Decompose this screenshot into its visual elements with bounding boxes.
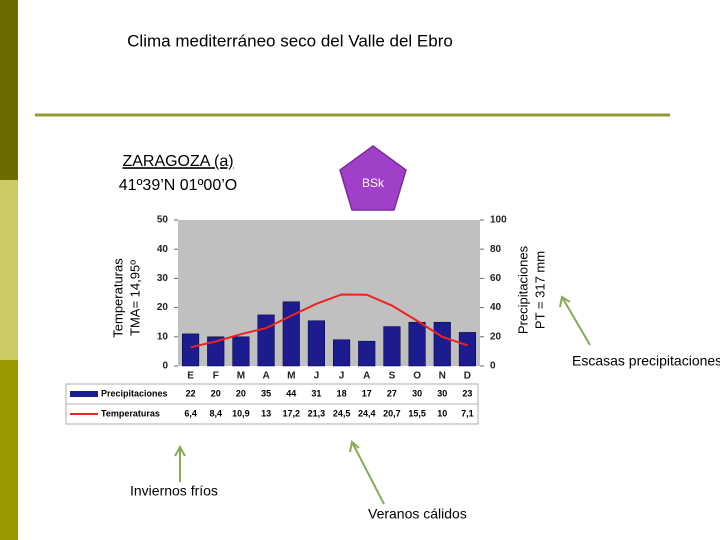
table-cell: 22 (186, 388, 196, 398)
table-cell: 10 (437, 408, 447, 418)
x-tick-label: A (262, 371, 269, 382)
bar (257, 314, 275, 367)
table-cell: 20 (236, 388, 246, 398)
table-cell: 17 (362, 388, 372, 398)
table-cell: 30 (437, 388, 447, 398)
table-cell: 35 (261, 388, 271, 398)
x-tick-label: E (187, 371, 194, 382)
y2-tick-label: 0 (490, 361, 496, 372)
x-tick-label: N (439, 371, 446, 382)
y2-tick-label: 100 (490, 215, 507, 226)
bar (307, 320, 325, 367)
x-tick-label: J (339, 371, 345, 382)
x-tick-label: M (237, 371, 245, 382)
y-tick-label: 50 (157, 215, 169, 226)
y2-tick-label: 40 (490, 302, 502, 313)
table-cell: 7,1 (461, 408, 474, 418)
table-cell: 23 (462, 388, 472, 398)
table-cell: 30 (412, 388, 422, 398)
annotation: Inviernos fríos (130, 483, 218, 499)
bar (358, 340, 376, 367)
table-cell: 15,5 (408, 408, 426, 418)
title: Clima mediterráneo seco del Valle del Eb… (127, 31, 453, 50)
y2-tick-label: 20 (490, 331, 502, 342)
arrows (174, 295, 591, 505)
annotation: Escasas precipitaciones (572, 353, 720, 369)
table-cell: 18 (337, 388, 347, 398)
table-cell: 24,4 (358, 408, 376, 418)
coordinates: 41º39’N 01º00’O (119, 177, 237, 194)
y-tick-label: 10 (157, 331, 169, 342)
y2-tick-label: 60 (490, 273, 502, 284)
x-tick-label: A (363, 371, 370, 382)
legend-label: Temperaturas (101, 408, 160, 418)
legend-swatch (70, 391, 98, 397)
y2-tick-label: 80 (490, 244, 502, 255)
climate-code: BSk (362, 176, 385, 190)
side-strip (0, 360, 18, 540)
climate-badge (339, 145, 407, 211)
y-label: Temperaturas (110, 258, 125, 338)
bar (408, 321, 426, 367)
line (190, 293, 468, 349)
bar (333, 339, 351, 367)
y2-label: Precipitaciones (515, 245, 530, 334)
bar (232, 336, 250, 367)
x-tick-label: D (464, 371, 471, 382)
y-label: TMA= 14,95º (127, 260, 142, 336)
y-tick-label: 30 (157, 273, 169, 284)
side-strip (0, 0, 18, 180)
table-cell: 20,7 (383, 408, 401, 418)
table-cell: 13 (261, 408, 271, 418)
bar (383, 326, 401, 367)
table-cell: 31 (311, 388, 321, 398)
station: ZARAGOZA (a) (122, 153, 233, 170)
y-tick-label: 40 (157, 244, 169, 255)
bar (182, 333, 200, 367)
table-cell: 24,5 (333, 408, 351, 418)
table-cell: 44 (286, 388, 296, 398)
plot-area (178, 220, 480, 366)
table-cell: 10,9 (232, 408, 250, 418)
bar (458, 332, 476, 367)
legend-label: Precipitaciones (101, 388, 168, 398)
side-strip (0, 180, 18, 360)
bar (282, 301, 300, 367)
annotation: Veranos cálidos (368, 506, 467, 522)
table-cell: 21,3 (308, 408, 326, 418)
table-cell: 6,4 (184, 408, 197, 418)
table-cell: 8,4 (209, 408, 222, 418)
y-tick-label: 0 (162, 361, 168, 372)
x-tick-label: F (213, 371, 219, 382)
x-tick-label: S (389, 371, 396, 382)
bar (207, 336, 225, 367)
y-tick-label: 20 (157, 302, 169, 313)
table-cell: 27 (387, 388, 397, 398)
table-cell: 20 (211, 388, 221, 398)
y2-label: PT = 317 mm (532, 251, 547, 329)
x-tick-label: M (287, 371, 295, 382)
x-tick-label: O (413, 371, 421, 382)
x-tick-label: J (314, 371, 320, 382)
table-cell: 17,2 (282, 408, 300, 418)
bar (433, 321, 451, 367)
